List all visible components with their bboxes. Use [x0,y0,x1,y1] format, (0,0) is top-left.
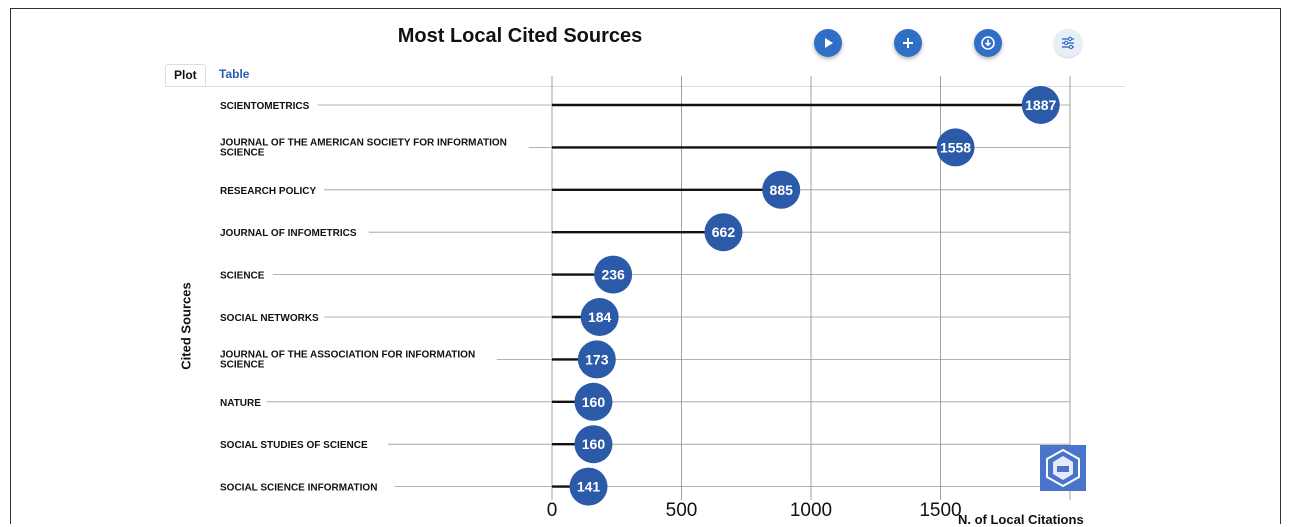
plus-icon [903,38,913,48]
x-tick-label-0: 0 [547,500,558,521]
data-label-4: 236 [601,267,625,283]
play-icon [825,38,833,48]
data-label-8: 160 [582,436,606,452]
sliders-icon [1062,36,1074,50]
y-tick-label-1: JOURNAL OF THE AMERICAN SOCIETY FOR INFO… [220,137,507,158]
y-tick-label-9: SOCIAL SCIENCE INFORMATION [220,483,377,494]
lollipop-point-5 [580,298,619,336]
lollipop-point-9 [569,467,608,506]
data-label-2: 885 [770,182,794,198]
lollipop-point-1 [936,128,975,167]
frame-top-border [10,8,1280,9]
x-tick-label-3: 1500 [919,500,961,521]
x-tick-label-1: 500 [666,500,698,521]
y-tick-label-0: SCIENTOMETRICS [220,101,310,112]
lollipop-point-4 [594,255,633,294]
y-tick-label-6: JOURNAL OF THE ASSOCIATION FOR INFORMATI… [220,349,475,370]
frame-left-border [10,8,11,524]
lollipop-point-3 [704,213,743,252]
y-tick-label-3: JOURNAL OF INFOMETRICS [220,228,357,239]
y-tick-label-2: RESEARCH POLICY [220,186,316,197]
y-tick-label-4: SCIENCE [220,271,265,282]
y-tick-label-7: NATURE [220,398,261,409]
add-button[interactable] [894,29,922,57]
data-label-3: 662 [712,224,736,240]
frame-right-border [1280,8,1281,524]
play-button[interactable] [814,29,842,57]
y-axis-label: Cited Sources [178,282,194,370]
tab-table[interactable]: Table [219,67,250,81]
chart-title: Most Local Cited Sources [397,25,643,47]
x-axis-label: N. of Local Citations [958,512,1084,527]
data-label-7: 160 [582,394,606,410]
data-label-6: 173 [585,351,609,367]
lollipop-point-7 [574,382,613,421]
lollipop-point-0 [1021,86,1060,124]
lollipop-point-6 [577,340,616,379]
bibliometrix-logo [1040,445,1086,491]
hexagon-logo-icon [1046,448,1080,488]
lollipop-point-8 [574,425,613,464]
data-label-0: 1887 [1025,97,1056,113]
data-label-5: 184 [588,309,612,325]
data-label-9: 141 [577,479,601,495]
download-icon [981,36,995,50]
tab-divider [165,86,1125,87]
tab-plot[interactable]: Plot [165,64,206,86]
y-tick-label-5: SOCIAL NETWORKS [220,313,319,324]
download-button[interactable] [974,29,1002,57]
lollipop-point-2 [762,170,801,209]
data-label-1: 1558 [940,139,971,155]
settings-button[interactable] [1054,29,1082,57]
y-tick-label-8: SOCIAL STUDIES OF SCIENCE [220,440,368,451]
x-tick-label-2: 1000 [790,500,832,521]
